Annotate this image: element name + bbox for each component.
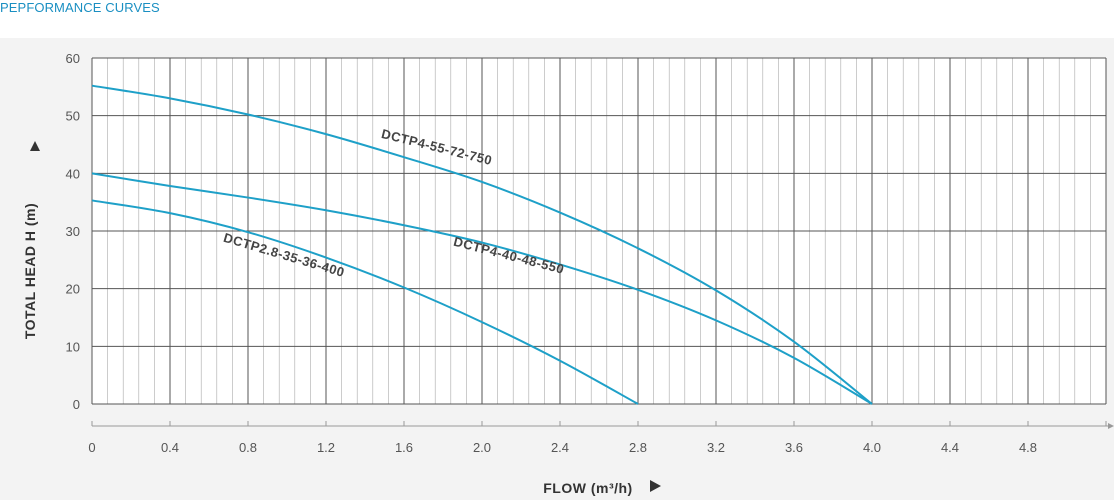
x-tick-label: 4.4 xyxy=(941,440,959,455)
tick-labels: 0 0.4 0.8 1.2 1.6 2.0 2.4 2.8 3.2 3.6 4.0 4.4 4.8 0 10… xyxy=(66,51,1038,455)
x-axis-arrow xyxy=(1108,423,1114,429)
y-tick-label: 50 xyxy=(66,109,80,124)
y-axis-title: TOTAL HEAD H (m) xyxy=(22,203,38,339)
x-tick-label: 3.2 xyxy=(707,440,725,455)
y-tick-label: 60 xyxy=(66,51,80,66)
x-axis-title: FLOW (m³/h) xyxy=(543,480,632,496)
y-tick-label: 0 xyxy=(73,397,80,412)
y-tick-label: 10 xyxy=(66,339,80,354)
x-tick-label: 4.0 xyxy=(863,440,881,455)
x-tick-label: 0 xyxy=(88,440,95,455)
curves xyxy=(91,84,873,405)
y-axis-arrow-icon xyxy=(30,141,40,151)
chart-panel: 0 0.4 0.8 1.2 1.6 2.0 2.4 2.8 3.2 3.6 4.0 4.4 4.8 0 10… xyxy=(0,38,1114,500)
x-tick-label: 1.6 xyxy=(395,440,413,455)
x-tick-label: 4.8 xyxy=(1019,440,1037,455)
curve-1 xyxy=(91,172,873,405)
x-tick-label: 0.4 xyxy=(161,440,179,455)
curve-0 xyxy=(91,84,873,405)
axes xyxy=(91,421,1114,429)
x-tick-label: 2.0 xyxy=(473,440,491,455)
x-tick-label: 2.4 xyxy=(551,440,569,455)
x-tick-label: 2.8 xyxy=(629,440,647,455)
x-axis-arrow-icon xyxy=(650,480,661,492)
major-grid xyxy=(91,57,1107,405)
y-tick-label: 30 xyxy=(66,224,80,239)
x-tick-label: 1.2 xyxy=(317,440,335,455)
y-tick-label: 40 xyxy=(66,166,80,181)
x-tick-label: 3.6 xyxy=(785,440,803,455)
axis-titles: TOTAL HEAD H (m) FLOW (m³/h) xyxy=(22,141,661,496)
section-title: PEPFORMANCE CURVES xyxy=(0,0,160,15)
performance-chart: 0 0.4 0.8 1.2 1.6 2.0 2.4 2.8 3.2 3.6 4.0 4.4 4.8 0 10… xyxy=(22,51,1114,496)
curve-2 xyxy=(91,199,639,405)
y-tick-label: 20 xyxy=(66,282,80,297)
x-tick-label: 0.8 xyxy=(239,440,257,455)
